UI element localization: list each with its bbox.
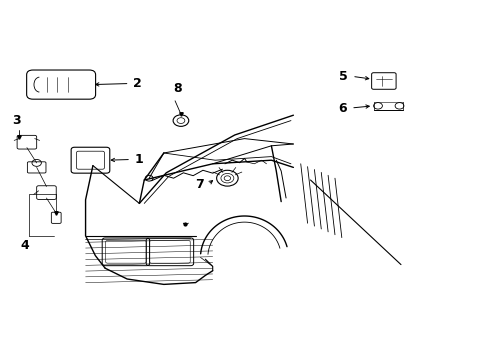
Text: 6: 6: [338, 102, 346, 114]
Text: 2: 2: [133, 77, 142, 90]
Text: 1: 1: [135, 153, 143, 166]
Text: 3: 3: [12, 114, 20, 127]
Text: 4: 4: [20, 239, 29, 252]
Text: 5: 5: [339, 70, 347, 83]
Text: 8: 8: [173, 82, 182, 95]
Text: 7: 7: [195, 178, 203, 191]
